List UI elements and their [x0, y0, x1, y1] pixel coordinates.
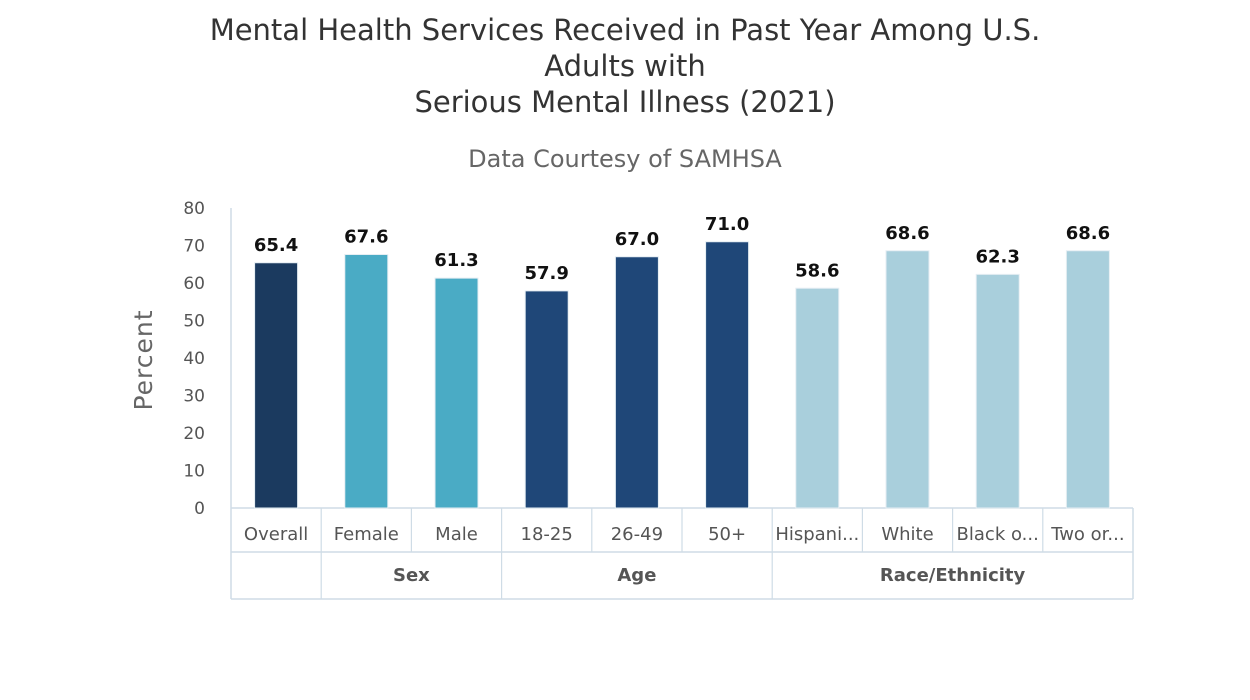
- bar: [795, 287, 840, 509]
- y-tick-label: 30: [183, 387, 205, 407]
- y-tick-label: 10: [183, 462, 205, 482]
- x-tick-label: Black o...: [957, 524, 1039, 545]
- chart-title: Mental Health Services Received in Past …: [0, 12, 1250, 120]
- y-tick-label: 0: [194, 499, 205, 519]
- y-tick-label: 50: [183, 312, 205, 332]
- bar-value-label: 57.9: [524, 263, 568, 284]
- x-tick-label: Overall: [244, 524, 308, 545]
- chart-title-line-1: Mental Health Services Received in Past …: [209, 13, 1041, 47]
- bar-value-label: 68.6: [1066, 223, 1110, 244]
- bar-value-label: 65.4: [254, 235, 298, 256]
- x-tick-label: White: [881, 524, 933, 545]
- y-tick-label: 60: [183, 274, 205, 294]
- y-axis-label: Percent: [129, 309, 158, 410]
- x-tick-label: Female: [334, 524, 399, 545]
- x-tick-label: 18-25: [521, 524, 573, 545]
- x-tick-label: Hispani...: [775, 524, 859, 545]
- x-tick-label: 26-49: [611, 524, 663, 545]
- y-tick-label: 20: [183, 424, 205, 444]
- bar-value-label: 68.6: [885, 223, 929, 244]
- bar: [434, 277, 479, 509]
- x-tick-label: Two or...: [1050, 524, 1124, 545]
- y-tick-label: 80: [183, 199, 205, 219]
- bar-value-label: 67.0: [615, 229, 659, 250]
- chart-title-line-2: Adults with: [544, 49, 706, 83]
- bar: [614, 256, 659, 509]
- bar-value-label: 67.6: [344, 227, 388, 248]
- bar-value-label: 61.3: [434, 250, 478, 271]
- y-tick-label: 40: [183, 349, 205, 369]
- bar: [885, 250, 930, 509]
- bar: [975, 273, 1020, 509]
- chart-subtitle: Data Courtesy of SAMHSA: [468, 145, 782, 173]
- bar: [705, 241, 750, 509]
- group-label: Age: [617, 565, 656, 586]
- bar-value-label: 62.3: [975, 246, 1019, 267]
- group-label: Race/Ethnicity: [880, 565, 1026, 586]
- bar: [524, 290, 569, 509]
- bar: [344, 254, 389, 509]
- x-tick-label: Male: [435, 524, 478, 545]
- bar-value-label: 71.0: [705, 214, 749, 235]
- group-label: Sex: [393, 565, 430, 586]
- y-tick-label: 70: [183, 237, 205, 257]
- bar: [254, 262, 299, 509]
- chart-title-line-3: Serious Mental Illness (2021): [414, 85, 836, 119]
- bar-value-label: 58.6: [795, 260, 839, 281]
- x-tick-label: 50+: [708, 524, 746, 545]
- bar: [1065, 250, 1110, 509]
